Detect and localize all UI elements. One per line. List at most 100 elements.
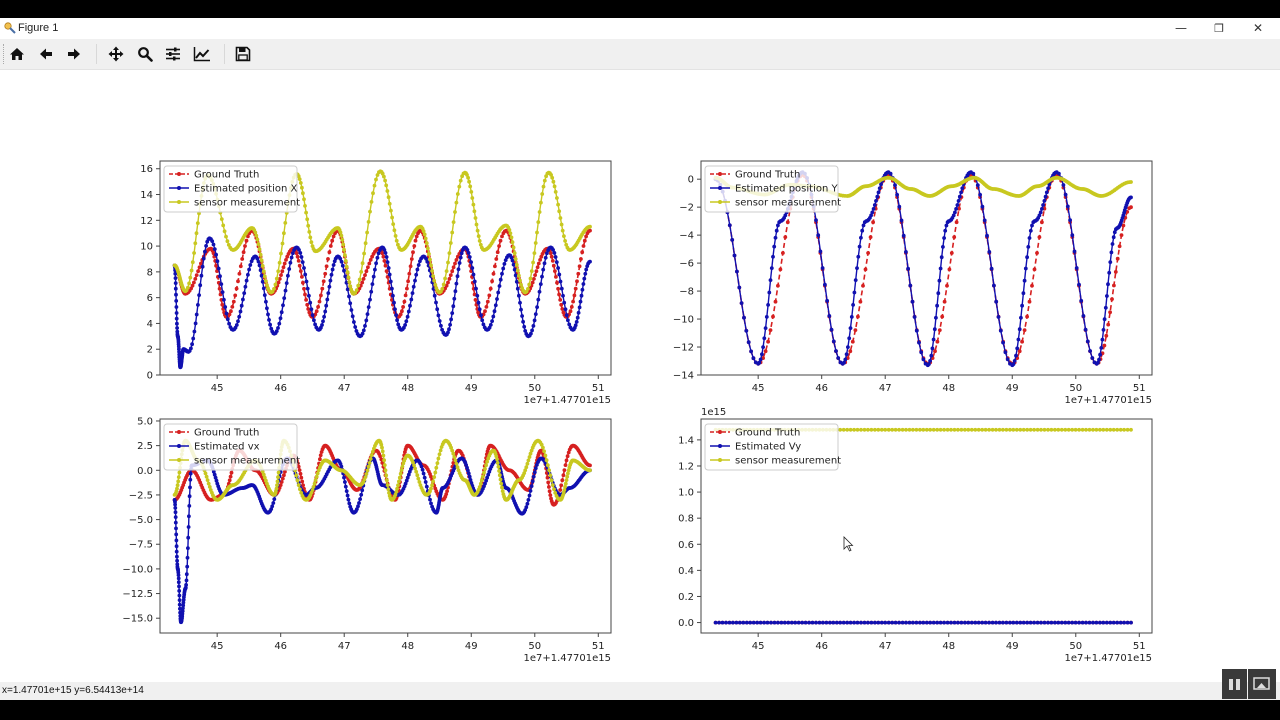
matplotlib-app-icon <box>4 22 16 34</box>
home-button[interactable] <box>6 43 28 65</box>
status-bar: x=1.47701e+15 y=6.54413e+14 <box>0 682 1280 700</box>
x-tick-label: 51 <box>1133 383 1146 394</box>
subplot-top-left[interactable]: 45 46 47 48 49 50 5102468101214161e7+1.47701e1… <box>140 160 612 406</box>
home-icon <box>10 48 24 60</box>
x-tick-label: 48 <box>942 383 955 394</box>
x-tick-label: 51 <box>592 641 605 652</box>
x-tick-label: 51 <box>1133 641 1146 652</box>
x-tick-label: 47 <box>879 641 892 652</box>
navigation-toolbar <box>0 39 1280 70</box>
subplot-bottom-left[interactable]: 45 46 47 48 49 50 51 5.0 2.5 0.0 −2.5 −5.0 −7.5 −10.0… <box>122 416 612 664</box>
close-button[interactable]: ✕ <box>1252 21 1264 35</box>
y-tick-label: 10 <box>140 242 153 253</box>
y-tick-label: 8 <box>147 267 153 278</box>
y-tick-label: −8 <box>679 287 694 298</box>
x-tick-label: 49 <box>465 641 478 652</box>
plot-canvas[interactable]: 45 46 47 48 49 50 51 0 2 46 8 10 12 14 16 1e7+1.47701e1… <box>0 70 1280 682</box>
legend-entry: Ground Truth <box>194 170 259 181</box>
picture-in-picture-button[interactable] <box>1248 669 1276 699</box>
pause-icon <box>1229 679 1240 690</box>
y-tick-label: −4 <box>679 231 694 242</box>
y-tick-label: 16 <box>140 164 153 175</box>
mouse-cursor-icon <box>843 536 854 552</box>
y-tick-label: −15.0 <box>122 614 153 625</box>
x-tick-label: 48 <box>401 641 414 652</box>
series-estimated-vy <box>713 620 1133 625</box>
y-offset-label: 1e15 <box>701 407 726 418</box>
save-button[interactable] <box>232 43 254 65</box>
x-tick-label: 47 <box>338 641 351 652</box>
series-sensor-measurement <box>172 169 592 296</box>
cursor-coordinates: x=1.47701e+15 y=6.54413e+14 <box>2 685 144 696</box>
back-button[interactable] <box>35 43 57 65</box>
legend[interactable]: Ground Truth Estimated vx sensor measureme… <box>163 423 300 471</box>
plot-lines <box>172 438 592 625</box>
x-tick-label: 49 <box>465 383 478 394</box>
y-tick-label: 14 <box>140 190 153 201</box>
y-tick-label: 0 <box>688 175 694 186</box>
y-tick-label: 1.4 <box>678 435 694 446</box>
legend[interactable]: Ground Truth Estimated Vy sensor measureme… <box>704 423 841 471</box>
x-tick-label: 50 <box>1069 641 1082 652</box>
y-tick-label: 0.6 <box>678 540 694 551</box>
x-tick-label: 46 <box>274 641 287 652</box>
x-tick-label: 45 <box>752 383 765 394</box>
figure-window: Figure 1 — ❐ ✕ 45 46 <box>0 18 1280 700</box>
y-tick-label: −14 <box>673 371 694 382</box>
y-tick-label: 0 <box>147 371 153 382</box>
x-tick-label: 50 <box>528 383 541 394</box>
forward-button[interactable] <box>63 43 85 65</box>
y-tick-label: 0.4 <box>678 566 694 577</box>
y-tick-label: 12 <box>140 216 153 227</box>
pause-button[interactable] <box>1222 669 1247 699</box>
move-icon <box>108 46 124 62</box>
legend-entry: Ground Truth <box>735 428 800 439</box>
subplot-top-right[interactable]: 45 46 47 48 49 50 51 0 −2 −4 −6 −8 −10 −12 −14 1e7+1.47… <box>673 160 1153 406</box>
x-tick-label: 50 <box>1069 383 1082 394</box>
maximize-button[interactable]: ❐ <box>1214 21 1224 35</box>
x-tick-label: 49 <box>1006 641 1019 652</box>
x-tick-label: 46 <box>815 383 828 394</box>
zoom-rect-button[interactable] <box>134 43 156 65</box>
y-tick-label: −10 <box>673 315 694 326</box>
y-tick-label: −7.5 <box>129 540 153 551</box>
floppy-disk-icon <box>235 46 251 62</box>
edit-parameters-button[interactable] <box>191 43 213 65</box>
x-tick-label: 46 <box>815 641 828 652</box>
pan-button[interactable] <box>105 43 127 65</box>
legend-entry: sensor measurement <box>735 456 841 467</box>
y-tick-label: −12 <box>673 343 694 354</box>
y-tick-label: 4 <box>147 319 153 330</box>
title-bar: Figure 1 — ❐ ✕ <box>0 18 1280 38</box>
plot-lines <box>713 427 1133 625</box>
x-tick-label: 51 <box>592 383 605 394</box>
legend[interactable]: Ground Truth Estimated position Y sensor m… <box>704 165 841 213</box>
x-tick-label: 49 <box>1006 383 1019 394</box>
x-tick-label: 45 <box>211 383 224 394</box>
figure-canvas[interactable]: 45 46 47 48 49 50 51 0 2 4 6 8 10 12 14 16 1e7+1.47701e1… <box>0 70 1280 682</box>
y-tick-label: 0.8 <box>678 514 694 525</box>
subplot-bottom-right[interactable]: 45 46 47 48 49 50 51 0.0 0.2 0.4 0.6 0.8 1.0 1.2 1.4 1e… <box>678 407 1153 664</box>
arrow-left-icon <box>40 48 52 60</box>
legend-entry: Estimated vx <box>194 442 260 453</box>
magnifier-icon <box>138 47 153 62</box>
subplots-button[interactable] <box>162 43 184 65</box>
y-tick-label: 5.0 <box>137 416 153 427</box>
x-tick-label: 47 <box>879 383 892 394</box>
minimize-button[interactable]: — <box>1175 21 1187 35</box>
y-tick-label: 1.0 <box>678 488 694 499</box>
legend[interactable]: Ground Truth Estimated position X sensor m… <box>163 165 300 213</box>
x-tick-label: 46 <box>274 383 287 394</box>
toolbar-grip[interactable] <box>3 44 6 64</box>
x-offset-label: 1e7+1.47701e15 <box>524 395 612 406</box>
toolbar-separator <box>224 44 225 64</box>
legend-entry: sensor measurement <box>735 198 841 209</box>
legend-entry: Estimated position Y <box>735 184 838 195</box>
legend-entry: Estimated position X <box>194 184 297 195</box>
y-tick-label: 0.2 <box>678 592 694 603</box>
y-tick-label: 2 <box>147 345 153 356</box>
y-tick-label: −6 <box>679 259 694 270</box>
y-tick-label: −2 <box>679 203 694 214</box>
x-tick-label: 47 <box>338 383 351 394</box>
y-tick-label: 0.0 <box>678 618 694 629</box>
